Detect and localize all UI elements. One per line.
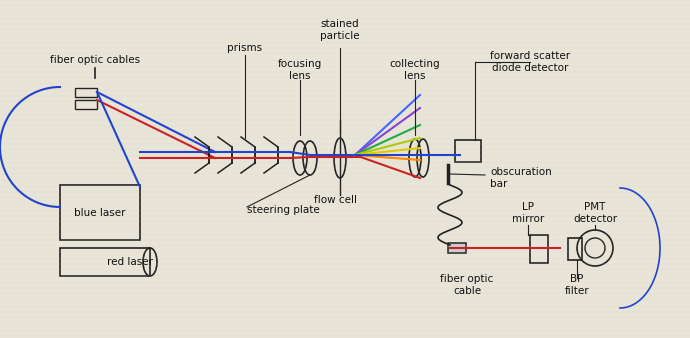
Bar [530,235,548,263]
Bar [60,248,150,276]
Bar [448,243,466,253]
Text: blue laser: blue laser [75,208,126,217]
Bar [568,238,582,260]
Text: stained
particle: stained particle [320,19,359,41]
Text: collecting
lens: collecting lens [390,59,440,81]
Text: fiber optic
cable: fiber optic cable [440,274,493,296]
Bar [455,140,481,162]
Bar [60,185,140,240]
Text: prisms: prisms [228,43,263,53]
Text: obscuration
bar: obscuration bar [490,167,552,189]
Text: red laser: red laser [107,257,153,267]
Text: focusing
lens: focusing lens [278,59,322,81]
Text: BP
filter: BP filter [564,274,589,296]
Text: LP
mirror: LP mirror [512,202,544,224]
Text: fiber optic cables: fiber optic cables [50,55,140,65]
Bar [75,100,97,109]
Text: forward scatter
diode detector: forward scatter diode detector [490,51,570,73]
Bar [75,88,97,97]
Text: flow cell: flow cell [313,195,357,205]
Text: PMT
detector: PMT detector [573,202,617,224]
Text: steering plate: steering plate [247,205,319,215]
